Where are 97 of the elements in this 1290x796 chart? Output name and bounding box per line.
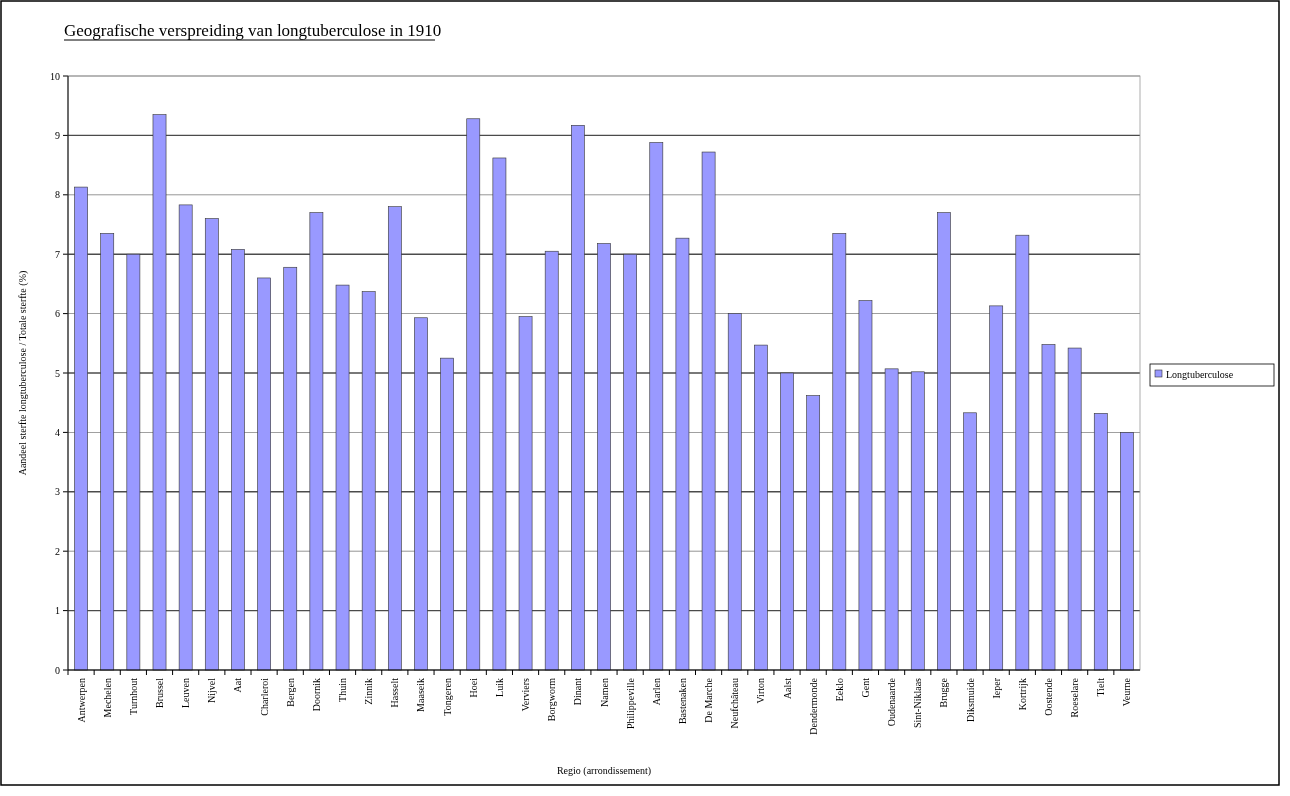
x-tick-label: Aalst	[781, 677, 793, 700]
y-tick-label: 8	[55, 189, 60, 201]
y-tick-label: 2	[55, 545, 60, 557]
bar	[466, 118, 481, 671]
bar	[754, 344, 768, 671]
bar	[1015, 234, 1030, 671]
bar	[1041, 344, 1056, 671]
x-tick-label: De Marche	[703, 677, 715, 723]
x-tick-label: Hoei	[467, 677, 479, 698]
bar	[544, 250, 559, 671]
bar	[178, 204, 193, 671]
bar	[361, 291, 376, 671]
bar	[832, 233, 847, 671]
x-tick-label: Brugge	[938, 677, 950, 708]
x-tick-label: Brussel	[154, 677, 166, 708]
x-tick-label: Oostende	[1042, 677, 1054, 716]
bar	[1067, 347, 1082, 671]
x-tick-label: Zinnik	[363, 678, 375, 705]
y-tick-label: 4	[55, 426, 60, 438]
chart-title: Geografische verspreiding van longtuberculose in 1910	[64, 21, 442, 40]
bar	[649, 142, 664, 671]
x-tick-label: Oudenaarde	[886, 677, 898, 727]
x-tick-label: Verviers	[520, 677, 532, 712]
bar	[989, 305, 1004, 671]
x-tick-label: Namen	[598, 678, 610, 707]
x-tick-label: Aat	[232, 677, 244, 693]
x-tick-label: Turnhout	[127, 677, 139, 715]
x-tick-label: Sint-Niklaas	[912, 677, 924, 728]
y-tick-label: 1	[55, 605, 60, 617]
x-tick-label: Ieper	[990, 677, 1002, 699]
bar	[283, 266, 298, 671]
bar	[335, 284, 350, 671]
x-tick-label: Leuven	[180, 678, 192, 708]
bar	[204, 218, 219, 671]
bar	[858, 300, 873, 671]
bar	[884, 368, 899, 671]
bar	[623, 253, 637, 671]
bar	[414, 317, 428, 671]
x-tick-label: Dendermonde	[807, 677, 819, 735]
y-tick-label: 9	[55, 129, 60, 141]
y-tick-label: 5	[55, 367, 60, 379]
x-tick-label: Philippeville	[624, 677, 636, 730]
x-tick-label: Nijvel	[206, 677, 218, 703]
bar	[74, 186, 88, 671]
bar	[152, 114, 167, 671]
y-tick-label: 0	[55, 664, 60, 676]
x-tick-label: Tielt	[1095, 677, 1107, 697]
x-tick-label: Diksmuide	[964, 677, 976, 722]
x-tick-label: Hasselt	[389, 677, 401, 708]
y-tick-label: 6	[55, 308, 60, 320]
bar	[571, 125, 585, 671]
bar	[440, 357, 454, 671]
x-tick-label: Bastenaken	[676, 678, 688, 725]
x-tick-label: Neufchâteau	[729, 678, 741, 729]
bar	[257, 277, 271, 671]
x-tick-label: Borgworm	[546, 677, 558, 722]
bar	[309, 212, 324, 671]
x-tick-label: Thuin	[337, 678, 349, 702]
x-tick-label: Tongeren	[441, 678, 453, 716]
x-tick-label: Virton	[755, 678, 767, 704]
x-tick-label: Bergen	[284, 678, 296, 707]
bar	[387, 206, 402, 671]
y-axis-title: Aandeel sterfte longtuberculose / Totale sterfte (%)	[17, 270, 29, 476]
bar	[492, 157, 507, 671]
bar	[937, 212, 951, 671]
y-tick-label: 10	[50, 70, 60, 82]
x-tick-label: Mechelen	[101, 678, 113, 718]
bar	[910, 371, 925, 671]
bar	[597, 243, 611, 671]
x-tick-label: Luik	[493, 678, 505, 697]
x-tick-label: Eeklo	[833, 678, 845, 702]
x-tick-label: Veurne	[1121, 677, 1133, 707]
x-tick-label: Charleroi	[258, 677, 270, 716]
bar	[806, 395, 821, 671]
bar	[701, 151, 716, 671]
bar	[1093, 413, 1108, 671]
x-tick-label: Roeselare	[1069, 677, 1081, 718]
bar	[126, 253, 141, 671]
bar	[518, 316, 533, 671]
bar	[100, 233, 115, 671]
x-tick-label: Aarlen	[650, 678, 662, 706]
bar	[963, 412, 977, 671]
x-tick-label: Kortrijk	[1016, 678, 1028, 711]
y-tick-label: 3	[55, 486, 60, 498]
bar	[675, 237, 690, 671]
x-tick-label: Doornik	[310, 678, 322, 712]
bar	[727, 313, 742, 671]
x-tick-label: Dinant	[572, 677, 584, 706]
bar	[780, 372, 794, 671]
bar	[1120, 432, 1134, 671]
x-tick-label: Gent	[859, 677, 871, 698]
x-tick-label: Antwerpen	[75, 678, 87, 723]
y-tick-label: 7	[55, 248, 60, 260]
x-tick-label: Maaseik	[415, 678, 427, 712]
legend-label: Longtuberculose	[1166, 368, 1234, 380]
x-axis-title: Regio (arrondissement)	[556, 765, 652, 777]
bar	[231, 249, 245, 671]
